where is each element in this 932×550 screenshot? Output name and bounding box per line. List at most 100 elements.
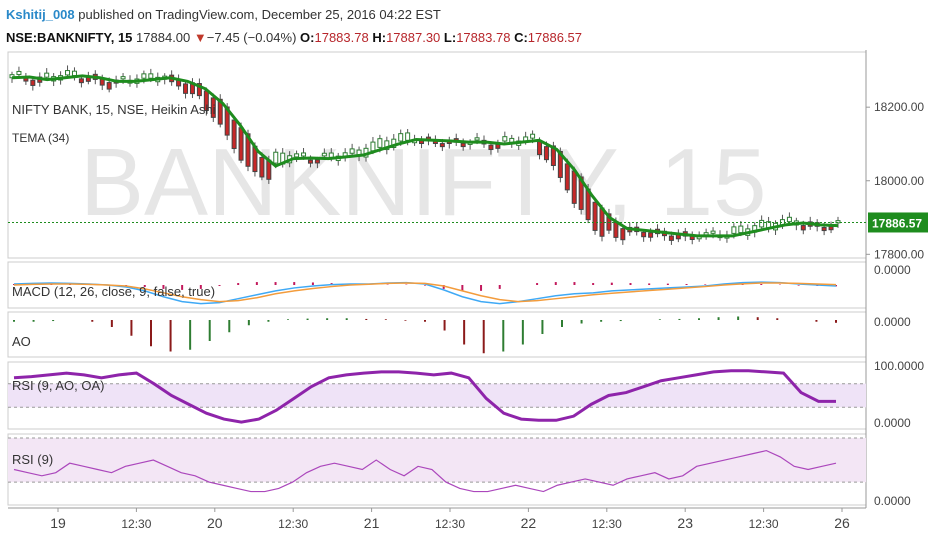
candle-body bbox=[16, 70, 22, 76]
tema-line bbox=[11, 74, 839, 238]
candle-body bbox=[349, 148, 355, 154]
tema-label: TEMA (34) bbox=[12, 131, 69, 145]
signal-line bbox=[13, 282, 837, 303]
low-label: L: bbox=[443, 30, 457, 45]
candle-body bbox=[641, 231, 647, 238]
rsi-ao-title: RSI (9, AO, OA) bbox=[12, 378, 104, 393]
time-tick-label: 19 bbox=[50, 515, 66, 531]
price-pane-title: NIFTY BANK, 15, NSE, Heikin Ashi bbox=[12, 102, 216, 117]
author-link[interactable]: Kshitij_008 bbox=[6, 7, 75, 22]
candle-body bbox=[530, 133, 536, 139]
time-tick-label: 12:30 bbox=[435, 517, 465, 531]
time-tick-label: 26 bbox=[834, 515, 850, 531]
candle-body bbox=[592, 201, 598, 231]
candle-body bbox=[398, 133, 404, 142]
close-label: C: bbox=[514, 30, 528, 45]
last-price: 17884.00 bbox=[136, 30, 191, 45]
chart-canvas[interactable]: BANKNIFTY, 15 18200.00 18000.00 17800.00 178… bbox=[0, 50, 932, 550]
macd-tick-label: 0.0000 bbox=[874, 263, 911, 277]
candle-body bbox=[786, 216, 792, 223]
candle-body bbox=[196, 83, 202, 97]
rsi-ao-bottom-tick: 0.0000 bbox=[874, 416, 911, 430]
candle-body bbox=[620, 228, 626, 241]
rsi-ao-band bbox=[8, 383, 866, 408]
candle-body bbox=[273, 151, 279, 164]
candle-body bbox=[30, 79, 36, 86]
ao-tick-label: 0.0000 bbox=[874, 315, 911, 329]
candle-body bbox=[231, 119, 237, 150]
candle-body bbox=[474, 137, 480, 141]
time-tick-label: 20 bbox=[207, 515, 223, 531]
candle-body bbox=[800, 225, 806, 231]
candle-body bbox=[71, 70, 77, 77]
candle-body bbox=[571, 170, 577, 204]
candle-body bbox=[537, 141, 543, 156]
symbol-line: NSE:BANKNIFTY, 15 17884.00 ▼−7.45 (−0.04… bbox=[6, 30, 582, 45]
rsi-line bbox=[13, 449, 837, 493]
rsi-ao-top-tick: 100.0000 bbox=[874, 359, 924, 373]
published-text: published on TradingView.com, December 2… bbox=[78, 7, 441, 22]
candle-body bbox=[828, 226, 834, 231]
time-tick-label: 12:30 bbox=[278, 517, 308, 531]
candle-body bbox=[370, 141, 376, 152]
candle-body bbox=[821, 226, 827, 232]
last-price-label: 17886.57 bbox=[872, 216, 922, 230]
time-tick-label: 12:30 bbox=[749, 517, 779, 531]
candle-body bbox=[439, 143, 445, 148]
candle-body bbox=[210, 97, 216, 118]
candle-body bbox=[502, 136, 508, 142]
candle-body bbox=[488, 144, 494, 151]
time-tick-label: 21 bbox=[364, 515, 380, 531]
candle-body bbox=[314, 159, 320, 164]
price-tick-label: 18200.00 bbox=[874, 100, 924, 114]
symbol-name: NSE:BANKNIFTY, 15 bbox=[6, 30, 133, 45]
candle-body bbox=[578, 176, 584, 210]
candle-body bbox=[759, 219, 765, 228]
rsi-ao-line bbox=[13, 369, 836, 424]
candle-body bbox=[668, 235, 674, 241]
candle-body bbox=[294, 153, 300, 158]
price-change: −7.45 (−0.04%) bbox=[206, 30, 297, 45]
candle-body bbox=[731, 226, 737, 234]
candle-body bbox=[44, 72, 50, 78]
open-value: 17883.78 bbox=[314, 30, 369, 45]
candle-body bbox=[78, 78, 84, 84]
candle-body bbox=[710, 230, 716, 234]
price-tick-label: 18000.00 bbox=[874, 174, 924, 188]
candle-body bbox=[238, 127, 244, 161]
candle-body bbox=[648, 232, 654, 238]
time-tick-label: 23 bbox=[677, 515, 693, 531]
candle-body bbox=[460, 142, 466, 148]
candle-body bbox=[148, 73, 154, 79]
candle-body bbox=[307, 159, 313, 164]
candle-body bbox=[65, 70, 71, 76]
candle-body bbox=[377, 138, 383, 148]
last-price-tag bbox=[868, 212, 928, 233]
candle-body bbox=[245, 133, 251, 167]
candle-body bbox=[738, 225, 744, 234]
candle-body bbox=[384, 140, 390, 151]
candle-body bbox=[183, 83, 189, 94]
candle-body bbox=[550, 145, 556, 166]
candle-body bbox=[564, 163, 570, 191]
candle-body bbox=[321, 152, 327, 157]
candle-body bbox=[613, 221, 619, 238]
publish-line: Kshitij_008 published on TradingView.com… bbox=[6, 7, 441, 22]
chart-header: Kshitij_008 published on TradingView.com… bbox=[0, 0, 932, 50]
candle-body bbox=[217, 98, 223, 125]
candle-body bbox=[259, 156, 265, 178]
high-label: H: bbox=[372, 30, 387, 45]
low-value: 17883.78 bbox=[456, 30, 511, 45]
candle-body bbox=[543, 146, 549, 161]
price-tick-label: 17800.00 bbox=[874, 247, 924, 261]
open-label: O: bbox=[300, 30, 315, 45]
time-tick-label: 12:30 bbox=[592, 517, 622, 531]
rsi-band bbox=[8, 438, 866, 483]
time-tick-label: 12:30 bbox=[121, 517, 151, 531]
rsi-tick-label: 0.0000 bbox=[874, 494, 911, 508]
down-arrow-icon: ▼ bbox=[193, 30, 207, 45]
candle-body bbox=[301, 152, 307, 157]
candle-body bbox=[405, 132, 411, 141]
time-tick-label: 22 bbox=[521, 515, 537, 531]
candle-body bbox=[495, 143, 501, 149]
